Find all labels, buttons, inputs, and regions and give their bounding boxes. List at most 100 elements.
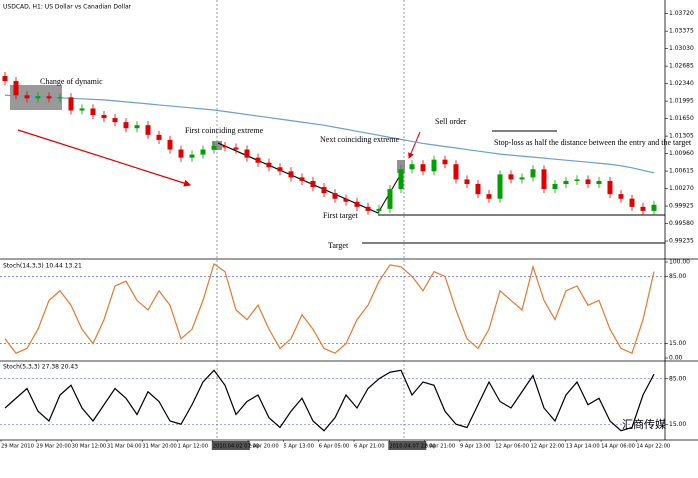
y-tick-label: 1.00960	[669, 150, 694, 157]
trend-arrow	[17, 129, 192, 187]
candle-body	[508, 174, 514, 180]
y-tick-label: 1.01305	[669, 133, 694, 140]
highlight-box	[212, 141, 222, 150]
y-tick-label: 1.03375	[669, 28, 694, 35]
y-tick-label: 1.03720	[669, 10, 694, 17]
candle-body	[101, 115, 107, 119]
y-tick-label: 0.99235	[669, 238, 694, 245]
annotation: First target	[323, 211, 359, 220]
candle-body	[255, 157, 261, 163]
candle-body	[442, 159, 448, 165]
candle-body	[376, 208, 382, 211]
x-tick-label: 2010.04.02 07:00	[213, 444, 259, 450]
indicator-title: Stoch(14,3,3) 10.44 13.21	[3, 263, 82, 270]
candle-body	[189, 154, 195, 158]
y-tick-label: 15.00	[669, 340, 686, 347]
y-tick-label: 1.03030	[669, 45, 694, 52]
candle-body	[497, 174, 503, 199]
candle-body	[310, 180, 316, 188]
candle-body	[266, 162, 272, 168]
y-tick-label: 0.00	[669, 355, 683, 362]
candle-body	[332, 193, 338, 199]
x-tick-label: 2010.04.07 22:00	[389, 444, 435, 450]
x-tick-label: 2 Apr 20:00	[248, 444, 279, 450]
candle-body	[156, 134, 162, 140]
y-tick-label: 15.00	[669, 421, 686, 428]
x-tick-label: 12 Apr 22:00	[531, 444, 565, 450]
sell-arrow	[408, 131, 421, 159]
x-tick-label: 5 Apr 13:00	[283, 444, 314, 450]
candle-body	[277, 167, 283, 172]
candle-body	[288, 171, 294, 178]
y-tick-label: 0.99925	[669, 203, 694, 210]
annotation: Next coinciding extreme	[320, 135, 400, 144]
annotation: Change of dynamic	[40, 77, 103, 86]
x-tick-label: 14 Apr 22:00	[636, 444, 670, 450]
candle-body	[79, 108, 85, 111]
candle-body	[211, 145, 217, 150]
y-tick-label: 1.00615	[669, 168, 694, 175]
candle-body	[596, 180, 602, 185]
candle-body	[574, 179, 580, 181]
candle-body	[651, 204, 657, 211]
candle-body	[530, 169, 536, 178]
x-tick-label: 29 Mar 2010	[1, 444, 34, 450]
candle-body	[24, 95, 30, 99]
candle-body	[2, 76, 8, 82]
x-tick-label: 6 Apr 21:00	[354, 444, 385, 450]
candle-body	[464, 179, 470, 185]
candle-body	[13, 81, 19, 96]
candle-body	[68, 97, 74, 111]
x-tick-label: 8 Apr 21:00	[425, 444, 456, 450]
x-tick-label: 29 Mar 20:00	[36, 444, 71, 450]
x-tick-label: 31 Mar 20:00	[142, 444, 177, 450]
chart-title: USDCAD, H1: US Dollar vs Canadian Dollar	[3, 4, 132, 11]
watermark: 汇商传媒	[622, 417, 666, 431]
x-tick-label: 9 Apr 13:00	[460, 444, 491, 450]
candle-body	[629, 198, 635, 207]
candle-body	[398, 169, 404, 190]
candle-body	[519, 177, 525, 180]
x-tick-label: 1 Apr 12:00	[178, 444, 209, 450]
candle-body	[585, 179, 591, 185]
candle-body	[365, 206, 371, 211]
candle-body	[420, 164, 426, 172]
series-line	[4, 369, 655, 432]
candle-body	[563, 180, 569, 185]
candle-body	[343, 198, 349, 202]
candle-body	[387, 189, 393, 209]
candle-body	[134, 125, 140, 129]
candle-body	[475, 184, 481, 195]
candle-body	[552, 184, 558, 190]
candle-body	[409, 164, 415, 170]
candle-body	[167, 139, 173, 150]
candle-body	[541, 169, 547, 190]
series-line	[4, 94, 655, 174]
x-tick-label: 13 Apr 14:00	[566, 444, 600, 450]
series-line	[4, 262, 655, 355]
candle-body	[321, 187, 327, 194]
y-tick-label: 1.02340	[669, 80, 694, 87]
candle-body	[233, 147, 239, 150]
y-tick-label: 1.01995	[669, 98, 694, 105]
candle-body	[178, 149, 184, 158]
candle-body	[299, 177, 305, 181]
candle-body	[46, 96, 52, 99]
candle-body	[244, 149, 250, 158]
candle-body	[354, 201, 360, 207]
y-tick-label: 85.00	[669, 375, 686, 382]
candle-body	[607, 180, 613, 195]
y-tick-label: 0.99580	[669, 220, 694, 227]
indicator-title: Stoch(5,3,3) 27.38 20.43	[3, 364, 78, 371]
candle-body	[35, 96, 41, 99]
candle-body	[57, 97, 63, 99]
x-tick-label: 31 Mar 04:00	[107, 444, 142, 450]
y-tick-label: 100.00	[669, 259, 690, 266]
candle-body	[90, 108, 96, 116]
annotation: Target	[328, 241, 349, 250]
candle-body	[431, 159, 437, 172]
x-tick-label: 30 Mar 12:00	[72, 444, 107, 450]
annotation: Stop-loss as half the distance between t…	[494, 138, 692, 147]
candle-body	[222, 145, 228, 148]
